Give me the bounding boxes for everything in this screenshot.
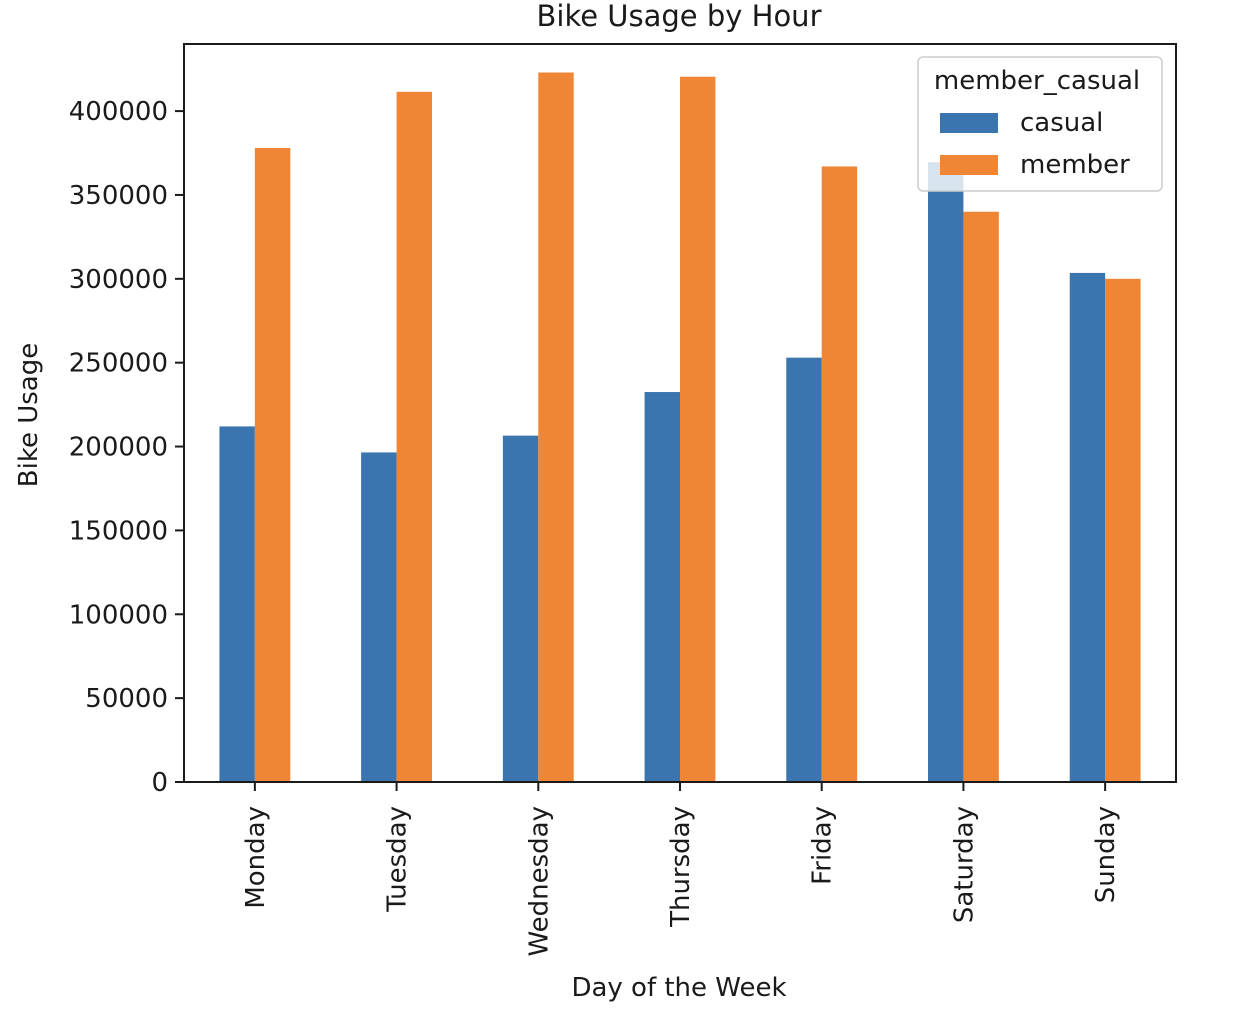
legend: member_casual casual member [917,56,1163,192]
bar-casual-sunday [1069,272,1106,782]
bar-casual-saturday [928,162,964,782]
x-tick-label-wednesday: Wednesday [524,806,554,957]
ticks-layer: 0 50000 100000 150000 200000 250000 300000 3500… [69,97,1121,956]
y-tick-label: 250000 [69,349,168,379]
bar-casual-wednesday [502,435,539,782]
bar-member-sunday [1105,278,1141,782]
x-axis-title: Day of the Week [571,973,786,1003]
x-tick-label-tuesday: Tuesday [383,806,413,913]
chart-title: Bike Usage by Hour [537,0,822,33]
bar-member-saturday [963,211,999,783]
plot-frame [183,43,1177,783]
bar-member-tuesday [396,91,432,783]
y-axis-title: Bike Usage [14,343,44,487]
bar-member-friday [821,166,858,782]
y-tick-label: 100000 [69,600,168,630]
x-tick-label-thursday: Thursday [666,806,696,928]
x-tick-label-monday: Monday [241,806,271,909]
y-tick-label: 400000 [69,97,168,127]
bar-casual-tuesday [361,452,397,782]
bar-casual-friday [786,357,822,782]
bar-member-monday [254,147,291,783]
legend-label-member: member [1020,150,1130,180]
bar-member-thursday [680,76,716,782]
legend-items: casual member [940,108,1130,180]
legend-swatch-casual [940,113,998,133]
bar-casual-thursday [644,392,680,782]
legend-swatch-member [940,155,998,175]
x-tick-label-saturday: Saturday [949,806,979,923]
legend-label-casual: casual [1020,108,1103,138]
y-tick-label: 300000 [69,265,168,295]
legend-title: member_casual [934,66,1140,96]
bar-member-wednesday [538,72,574,782]
bars-layer [219,72,1141,783]
y-tick-label: 0 [151,768,168,798]
x-tick-label-sunday: Sunday [1091,806,1121,903]
y-tick-label: 200000 [69,433,168,463]
y-tick-label: 150000 [69,516,168,546]
x-tick-label-friday: Friday [808,806,838,885]
y-tick-label: 50000 [85,684,168,714]
bar-casual-monday [219,426,255,782]
y-tick-label: 350000 [69,181,168,211]
